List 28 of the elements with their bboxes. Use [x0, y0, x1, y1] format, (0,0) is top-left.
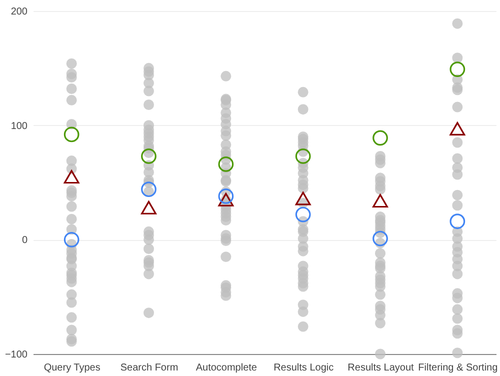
point [64, 170, 80, 184]
point [295, 148, 311, 164]
point [295, 206, 311, 222]
point [450, 122, 466, 136]
point [141, 200, 156, 214]
point [64, 126, 80, 142]
x-tick-label: Results Logic [274, 362, 334, 374]
y-tick-label: 100 [10, 120, 28, 132]
x-tick-label: Results Layout [348, 362, 414, 374]
point [64, 232, 80, 248]
y-tick-label: 0 [22, 235, 28, 246]
point [218, 156, 234, 172]
point [372, 230, 388, 246]
point [218, 192, 234, 206]
point [218, 188, 234, 204]
point [141, 182, 156, 198]
y-tick-label: 200 [10, 6, 28, 18]
x-tick-label: Search Form [120, 362, 178, 374]
point [450, 214, 466, 230]
point [141, 148, 156, 164]
x-tick-label: Query Types [44, 362, 100, 374]
point [295, 192, 311, 206]
y-tick-label: −100 [4, 350, 28, 360]
point [450, 62, 466, 77]
point [372, 130, 388, 146]
x-tick-label: Filtering & Sorting [418, 362, 498, 374]
point [372, 194, 388, 208]
x-tick-label: Autocomplete [196, 362, 258, 374]
